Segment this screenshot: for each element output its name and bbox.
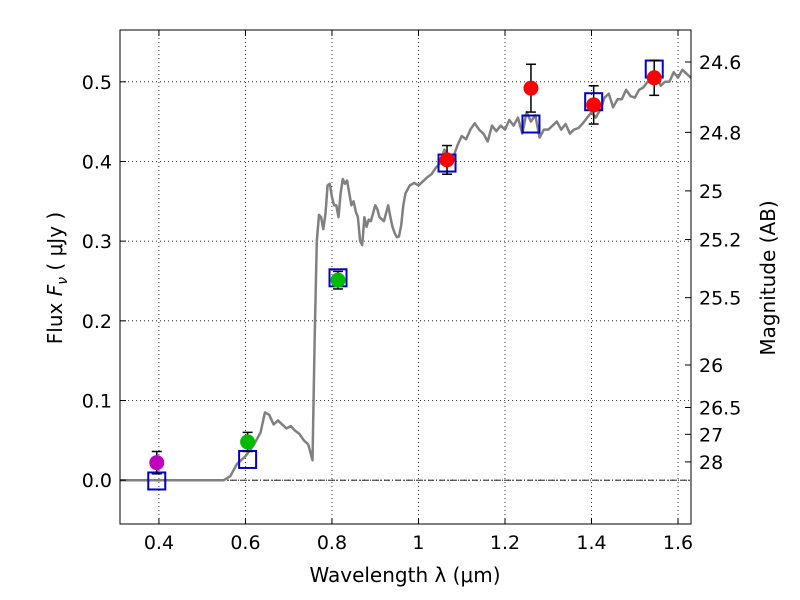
observed-flux-point xyxy=(523,80,539,96)
magnitude-tick-label: 25.2 xyxy=(699,230,741,252)
observed-flux-point xyxy=(439,152,455,168)
magnitude-tick-label: 27 xyxy=(699,424,723,446)
magnitude-tick-label: 28 xyxy=(699,452,723,474)
model-flux-box xyxy=(521,114,541,134)
y-axis-label-prefix: Flux xyxy=(43,296,67,344)
x-tick-label: 1.6 xyxy=(663,532,693,554)
template-spectrum-line xyxy=(120,68,692,482)
tick-layer: 0.4 0.6 0.8 1 1.2 1.4 1.6 0.0 0.1 0.2 0.3 0.4 0.5 24.… xyxy=(82,30,741,554)
magnitude-tick-label: 26 xyxy=(699,355,723,377)
x-tick-label: 1 xyxy=(412,532,424,554)
marker-layer xyxy=(147,59,664,491)
x-tick-label: 1.4 xyxy=(576,532,606,554)
grid-layer xyxy=(120,30,691,524)
observed-flux-point xyxy=(586,97,602,113)
magnitude-tick-label: 24.8 xyxy=(699,122,741,144)
x-tick-label: 0.8 xyxy=(317,532,347,554)
y-tick-label: 0.1 xyxy=(82,391,112,413)
y-tick-label: 0.4 xyxy=(82,151,112,173)
y-tick-label: 0.5 xyxy=(82,72,112,94)
y-axis-label: Flux Fν ( μJy ) xyxy=(43,212,71,344)
plot-frame xyxy=(119,29,692,525)
observed-flux-point xyxy=(330,272,346,288)
y-axis-label-unit: ( μJy ) xyxy=(43,212,67,277)
observed-flux-point xyxy=(646,70,662,86)
magnitude-tick-label: 25.5 xyxy=(699,288,741,310)
magnitude-tick-label: 25 xyxy=(699,181,723,203)
y-tick-label: 0.0 xyxy=(82,470,112,492)
x-axis-label: Wavelength λ (μm) xyxy=(309,563,500,587)
y-axis-label-symbol: F xyxy=(43,284,67,296)
right-axis-label: Magnitude (AB) xyxy=(756,200,780,355)
observed-flux-point xyxy=(240,434,256,450)
y-tick-label: 0.3 xyxy=(82,231,112,253)
observed-flux-point xyxy=(149,455,165,471)
x-tick-label: 0.6 xyxy=(230,532,260,554)
x-tick-label: 0.4 xyxy=(144,532,174,554)
y-axis-label-subscript: ν xyxy=(55,277,71,285)
magnitude-tick-label: 24.6 xyxy=(699,52,741,74)
template-layer xyxy=(120,68,692,482)
x-tick-label: 1.2 xyxy=(490,532,520,554)
y-tick-label: 0.2 xyxy=(82,311,112,333)
magnitude-tick-label: 26.5 xyxy=(699,398,741,420)
